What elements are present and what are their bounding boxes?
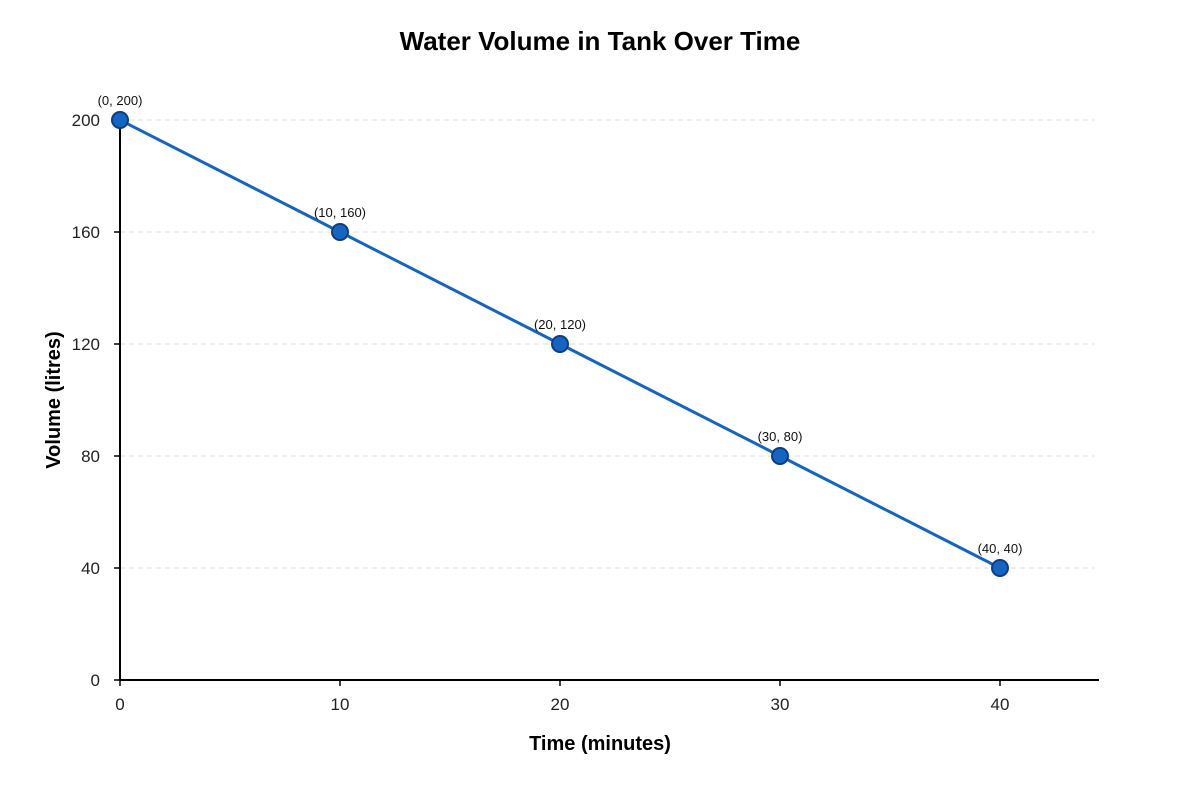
y-tick-label: 200	[72, 111, 100, 130]
y-axis-label: Volume (litres)	[43, 331, 65, 468]
data-point-label: (30, 80)	[758, 429, 803, 444]
data-point-label: (0, 200)	[98, 93, 143, 108]
data-point	[991, 559, 1009, 577]
y-tick-label: 120	[72, 335, 100, 354]
data-point-label: (10, 160)	[314, 205, 366, 220]
data-point	[331, 223, 349, 241]
data-point	[111, 111, 129, 129]
data-point	[551, 335, 569, 353]
x-axis-label: Time (minutes)	[529, 733, 671, 755]
x-tick-label: 0	[115, 695, 124, 714]
data-point	[771, 447, 789, 465]
x-tick-label: 40	[991, 695, 1010, 714]
point-labels-layer: (0, 200) (10, 160) (20, 120) (30, 80) (40, 4…	[98, 93, 1023, 556]
data-point-label: (40, 40)	[978, 541, 1023, 556]
data-point-label: (20, 120)	[534, 317, 586, 332]
axes-layer	[119, 120, 1099, 681]
x-tick-label: 20	[551, 695, 570, 714]
y-tick-label: 160	[72, 223, 100, 242]
y-tick-label: 0	[91, 671, 100, 690]
grid-layer	[120, 119, 1095, 569]
series-layer	[111, 111, 1009, 577]
ticks-layer: 0 40 80 120 160 200 0 10 20 30 40	[72, 111, 1010, 714]
y-tick-label: 40	[81, 559, 100, 578]
y-tick-label: 80	[81, 447, 100, 466]
x-tick-label: 10	[331, 695, 350, 714]
chart-title: Water Volume in Tank Over Time	[400, 26, 801, 56]
x-tick-label: 30	[771, 695, 790, 714]
